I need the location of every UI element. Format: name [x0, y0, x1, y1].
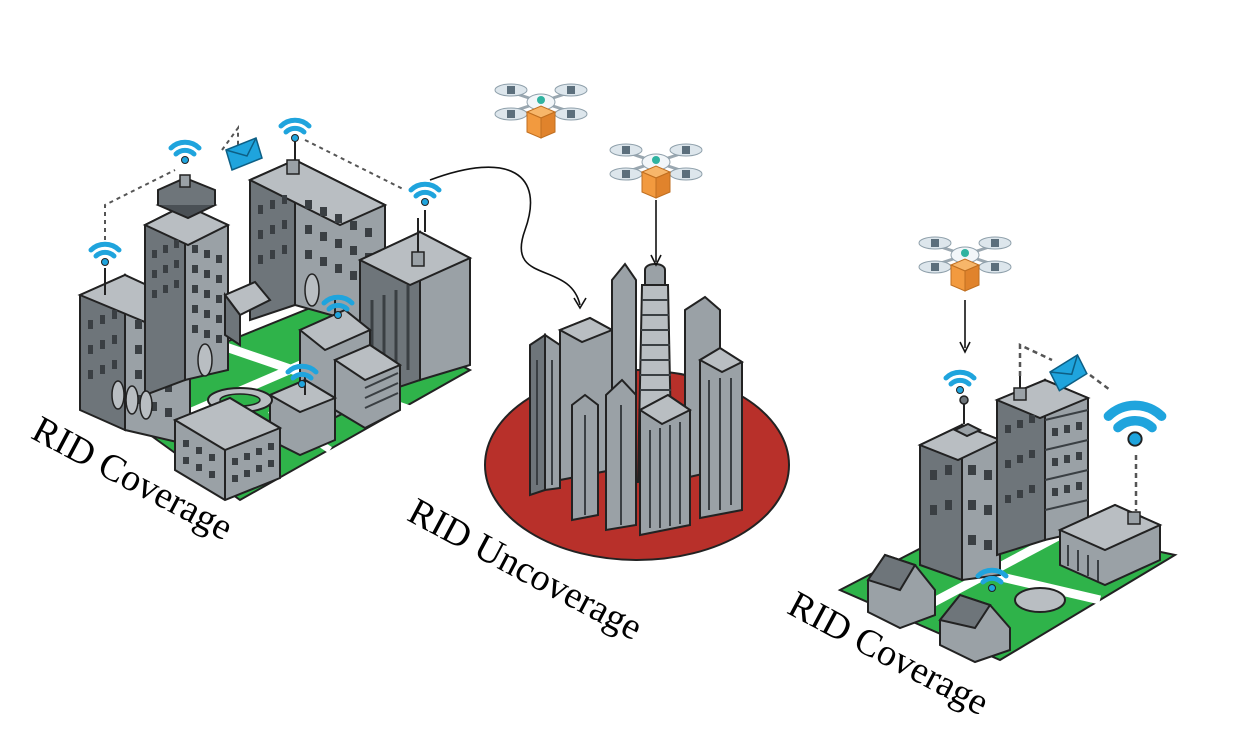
front-low-building [172, 396, 283, 502]
wifi-icon [281, 120, 309, 141]
wifi-icon [411, 184, 439, 205]
wifi-icon [1108, 405, 1161, 445]
wifi-icon [171, 142, 199, 163]
wifi-icon [946, 372, 974, 393]
arrow-icon [429, 166, 581, 306]
mid-low-buildings [207, 280, 403, 457]
left-city-block [77, 120, 473, 502]
drone-icon [608, 142, 704, 200]
envelope-icon [225, 137, 263, 171]
drone-icon [917, 235, 1013, 293]
drone-icon [493, 82, 589, 140]
central-skyscraper [142, 174, 231, 397]
trees [111, 273, 320, 420]
wifi-icon [91, 244, 119, 265]
right-city-block [837, 343, 1178, 664]
center-city-block [484, 262, 790, 561]
